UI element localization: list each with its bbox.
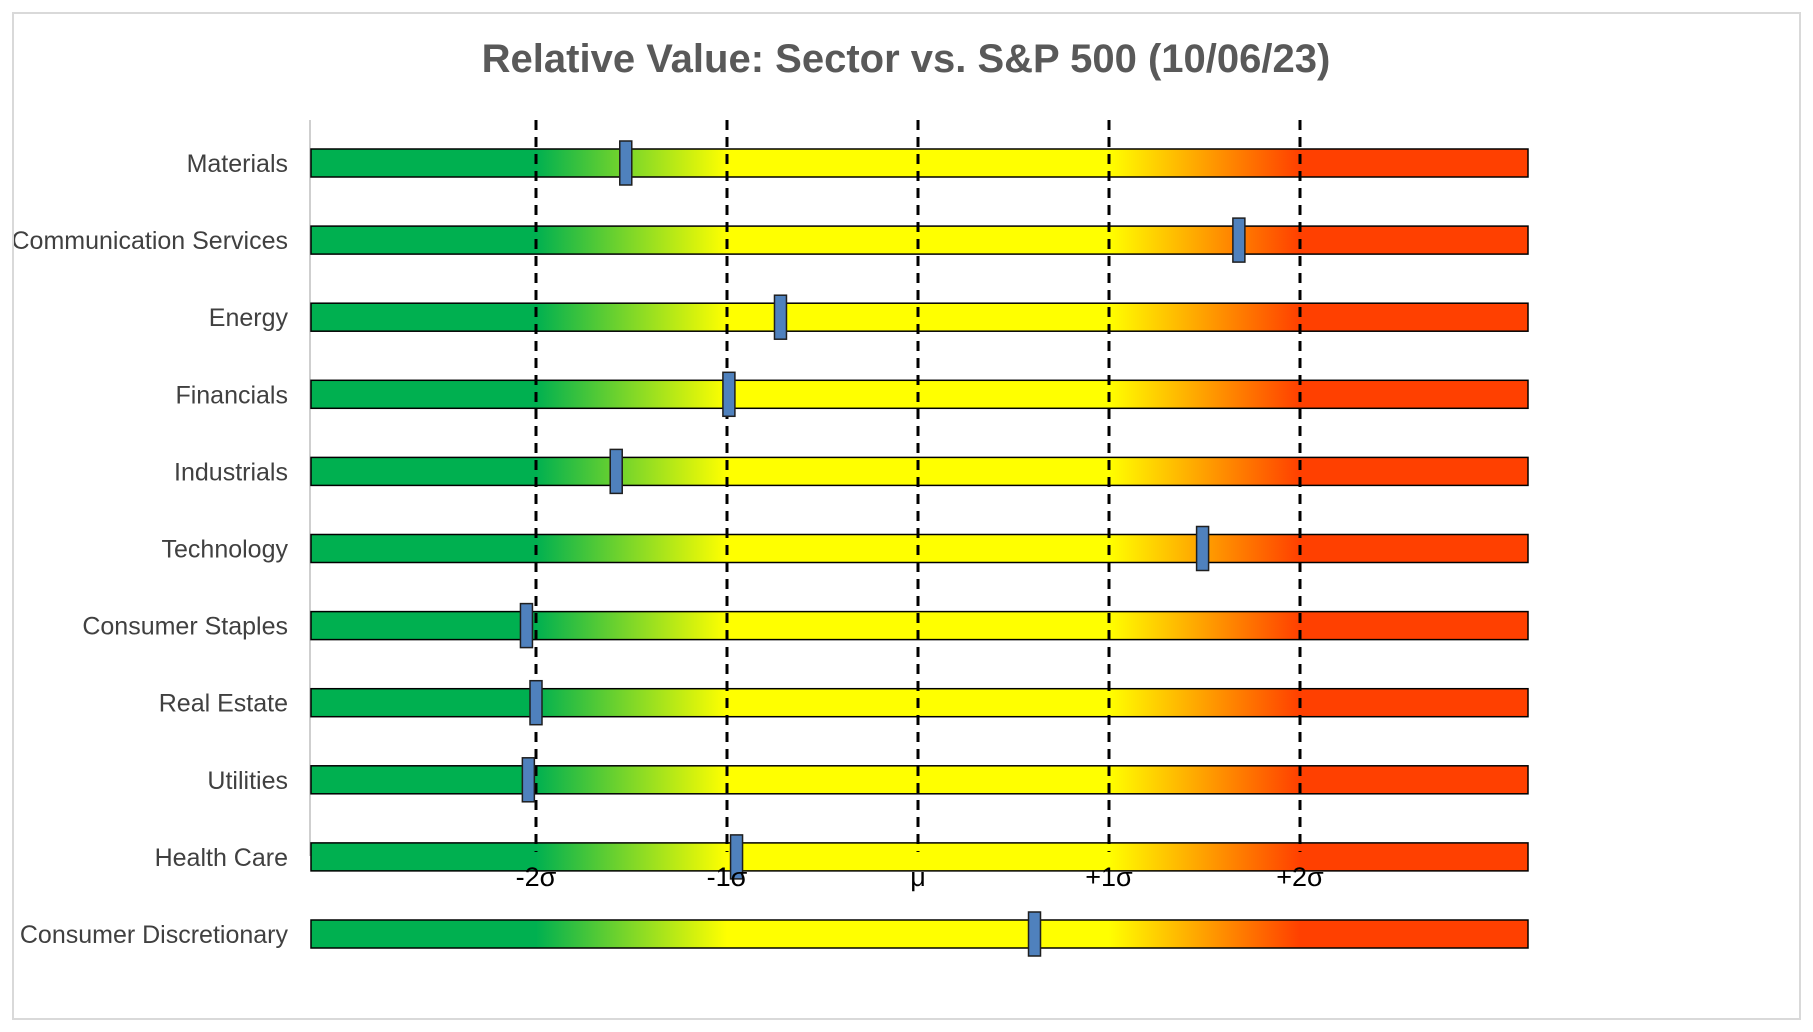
x-tick-label-0: -2σ — [516, 862, 557, 892]
value-marker-technology — [1195, 525, 1210, 572]
range-bar-health-care — [310, 842, 1529, 872]
x-tick-label-1: -1σ — [707, 862, 748, 892]
category-label-industrials: Industrials — [174, 458, 288, 486]
value-marker-consumer-discretionary — [1027, 911, 1042, 957]
chart-svg: Relative Value: Sector vs. S&P 500 (10/0… — [12, 37, 1529, 957]
category-label-energy: Energy — [209, 304, 289, 332]
x-tick-label-4: +2σ — [1276, 862, 1324, 892]
value-marker-materials — [619, 140, 633, 186]
value-marker-industrials — [609, 448, 623, 495]
value-marker-financials — [722, 371, 736, 418]
markers-layer — [519, 140, 1246, 957]
category-label-health-care: Health Care — [155, 844, 288, 872]
category-label-communication-services: Communication Services — [14, 227, 288, 255]
value-marker-energy — [773, 294, 788, 340]
category-label-utilities: Utilities — [207, 767, 288, 795]
range-bar-consumer-discretionary — [310, 919, 1529, 949]
category-label-materials: Materials — [187, 150, 288, 178]
chart-title: Relative Value: Sector vs. S&P 500 (10/0… — [482, 37, 1331, 81]
category-label-consumer-discretionary: Consumer Discretionary — [20, 921, 289, 949]
x-tick-label-2: μ — [910, 862, 926, 892]
value-marker-utilities — [521, 757, 536, 803]
value-marker-health-care — [729, 834, 744, 880]
labels-layer: Materials Communication Services Energy Fin… — [12, 150, 1325, 949]
chart-frame: Relative Value: Sector vs. S&P 500 (10/0… — [12, 12, 1801, 1020]
value-marker-consumer-staples — [519, 602, 534, 649]
reference-lines-layer — [534, 120, 1302, 852]
x-tick-label-3: +1σ — [1085, 862, 1133, 892]
category-label-technology: Technology — [162, 536, 289, 564]
category-label-consumer-staples: Consumer Staples — [82, 613, 288, 641]
category-label-financials: Financials — [175, 381, 288, 409]
category-label-real-estate: Real Estate — [159, 690, 288, 718]
value-marker-communication-services — [1232, 217, 1246, 263]
value-marker-real-estate — [529, 679, 543, 726]
